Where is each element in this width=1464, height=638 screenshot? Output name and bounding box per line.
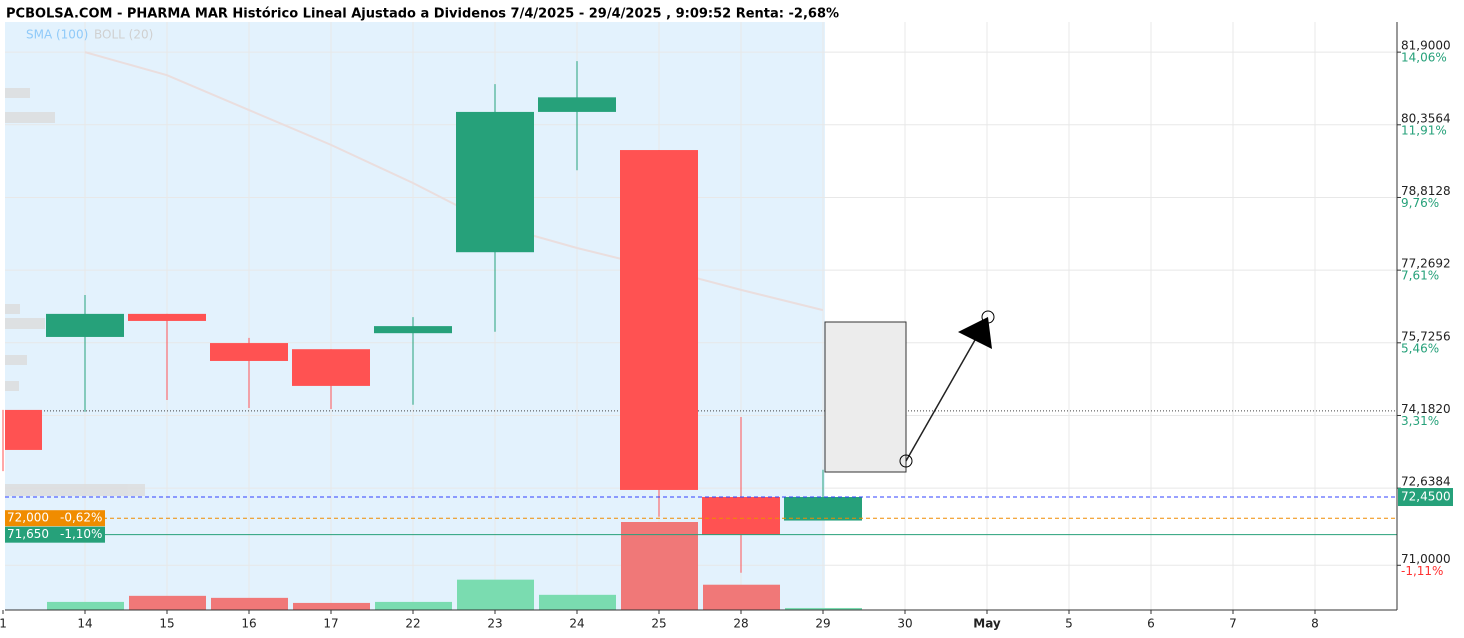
- y-tick-return: 14,06%: [1401, 51, 1447, 65]
- price-line-label: 72,000: [7, 511, 49, 525]
- candle-body: [538, 97, 616, 112]
- x-tick-label: 29: [815, 617, 830, 631]
- x-tick-label: 15: [159, 617, 174, 631]
- volume-bar: [293, 602, 370, 610]
- y-tick-return: -1,11%: [1401, 564, 1443, 578]
- arrow-end: [981, 310, 995, 324]
- volume-bar: [47, 601, 124, 610]
- y-tick-label: 71,0000: [1401, 552, 1451, 566]
- marks: [2, 51, 1397, 610]
- volume-bar: [211, 597, 288, 610]
- volume-bar: [457, 579, 534, 610]
- projection-box: [824, 321, 907, 473]
- candle-body: [128, 313, 206, 321]
- price-line-box: [5, 526, 105, 543]
- candle-body: [210, 343, 288, 361]
- volume-bar: [785, 607, 862, 610]
- x-tick-label: May: [973, 617, 1001, 631]
- volume-bar: [621, 522, 698, 610]
- y-tick-label: 75,7256: [1401, 329, 1451, 343]
- x-tick-label: 5: [1065, 617, 1073, 631]
- volume-bar: [703, 584, 780, 610]
- sma-line: [84, 51, 824, 312]
- y-tick-label: 81,9000: [1401, 39, 1451, 53]
- y-tick-return: 3,31%: [1401, 414, 1439, 428]
- x-tick-label: 17: [323, 617, 338, 631]
- candle-body: [374, 326, 452, 334]
- volume-bar: [375, 601, 452, 610]
- x-tick-label: 14: [77, 617, 92, 631]
- x-tick-label: 22: [405, 617, 420, 631]
- current-price-label: 72,4500: [1401, 490, 1451, 504]
- current-price-box: [1398, 488, 1453, 507]
- x-tick-label: 7: [1229, 617, 1237, 631]
- y-tick-label: 78,8128: [1401, 184, 1451, 198]
- candle-body: [292, 349, 370, 386]
- price-line-change: -0,62%: [60, 511, 102, 525]
- arrow-start: [899, 454, 913, 468]
- volume-bar: [129, 595, 206, 610]
- price-line-label: 71,650: [7, 527, 49, 541]
- y-tick-return: 5,46%: [1401, 341, 1439, 355]
- arrow-head: [958, 317, 992, 349]
- candle-body: [46, 313, 124, 337]
- y-tick-label: 72,6384: [1401, 475, 1451, 489]
- x-tick-label: 25: [651, 617, 666, 631]
- y-tick-return: 9,76%: [1401, 196, 1439, 210]
- x-tick-label: 24: [569, 617, 584, 631]
- candle-body: [702, 497, 780, 535]
- labels: 81,900014,06%80,356411,91%78,81289,76%77…: [0, 39, 1453, 631]
- x-tick-label: 16: [241, 617, 256, 631]
- y-tick-label: 80,3564: [1401, 111, 1451, 125]
- y-tick-return: 7,61%: [1401, 269, 1439, 283]
- candle-body: [5, 409, 42, 450]
- candle-body: [620, 150, 698, 490]
- y-tick-label: 74,1820: [1401, 402, 1451, 416]
- x-tick-label: 8: [1311, 617, 1319, 631]
- projection-arrow: [905, 339, 976, 462]
- legend-entry: BOLL (20): [94, 28, 153, 42]
- legend-entry: SMA (100): [26, 28, 88, 42]
- x-tick-label: 1: [0, 617, 7, 631]
- x-tick-label: 30: [897, 617, 912, 631]
- x-tick-label: 23: [487, 617, 502, 631]
- candle-body: [456, 111, 534, 253]
- y-tick-return: 11,91%: [1401, 123, 1447, 137]
- x-tick-label: 6: [1147, 617, 1155, 631]
- candle-body: [784, 497, 862, 521]
- y-tick-label: 77,2692: [1401, 257, 1451, 271]
- x-tick-label: 28: [733, 617, 748, 631]
- volume-bar: [539, 594, 616, 610]
- chart-title: PCBOLSA.COM - PHARMA MAR Histórico Linea…: [6, 7, 839, 22]
- volume-profile: [5, 88, 145, 496]
- price-line-box: [5, 510, 105, 527]
- price-line-change: -1,10%: [60, 527, 102, 541]
